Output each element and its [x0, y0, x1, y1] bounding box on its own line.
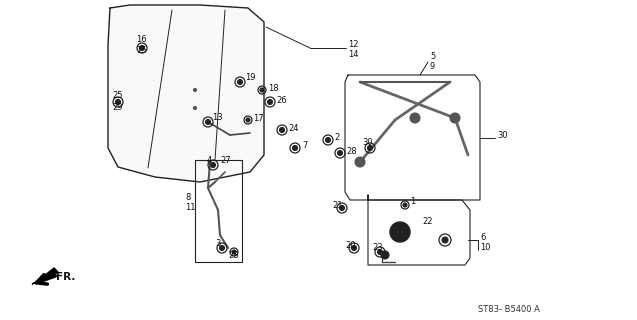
Text: 8: 8: [185, 193, 190, 202]
Text: ST83- B5400 A: ST83- B5400 A: [478, 306, 540, 315]
Circle shape: [268, 100, 273, 105]
Text: 30: 30: [362, 138, 373, 147]
Polygon shape: [32, 268, 58, 284]
Text: 17: 17: [253, 114, 264, 123]
Text: 28: 28: [228, 251, 239, 260]
Circle shape: [368, 146, 373, 150]
Text: 27: 27: [220, 156, 231, 164]
Text: 14: 14: [348, 50, 359, 59]
Text: 3: 3: [215, 238, 220, 247]
Text: 5: 5: [430, 52, 435, 60]
Circle shape: [410, 113, 420, 123]
Circle shape: [115, 100, 120, 105]
Text: 19: 19: [245, 73, 255, 82]
Text: 10: 10: [480, 244, 490, 252]
Circle shape: [390, 222, 410, 242]
Circle shape: [381, 251, 389, 259]
Text: 6: 6: [480, 233, 485, 242]
Circle shape: [232, 250, 236, 254]
Circle shape: [292, 146, 297, 150]
Text: 20: 20: [345, 241, 355, 250]
Text: 26: 26: [276, 95, 287, 105]
Text: FR.: FR.: [56, 272, 75, 282]
Circle shape: [326, 138, 331, 142]
Circle shape: [442, 237, 448, 243]
Text: 4: 4: [207, 156, 212, 164]
Circle shape: [338, 150, 343, 156]
Circle shape: [210, 163, 215, 167]
Text: 28: 28: [346, 147, 357, 156]
Text: 23: 23: [372, 244, 383, 252]
Text: 13: 13: [212, 113, 222, 122]
Text: 30: 30: [497, 131, 508, 140]
Circle shape: [352, 245, 357, 251]
Circle shape: [206, 119, 210, 124]
Text: 1: 1: [410, 197, 415, 206]
Text: 12: 12: [348, 39, 359, 49]
Text: 9: 9: [430, 61, 435, 70]
Polygon shape: [108, 5, 264, 182]
Text: 18: 18: [268, 84, 278, 92]
Text: 25: 25: [112, 91, 122, 100]
Circle shape: [280, 127, 285, 132]
Circle shape: [260, 88, 264, 92]
Text: 7: 7: [302, 140, 308, 149]
Circle shape: [194, 89, 196, 92]
Text: 24: 24: [288, 124, 299, 132]
Text: 15: 15: [136, 45, 147, 54]
Text: 16: 16: [136, 35, 147, 44]
Circle shape: [140, 45, 145, 51]
Circle shape: [340, 205, 345, 211]
Text: 22: 22: [422, 218, 433, 227]
Circle shape: [220, 245, 224, 251]
Text: 21: 21: [332, 201, 343, 210]
Text: 2: 2: [334, 132, 340, 141]
Circle shape: [194, 107, 196, 109]
Circle shape: [403, 203, 407, 207]
Circle shape: [355, 157, 365, 167]
Text: 29: 29: [112, 102, 122, 111]
Circle shape: [246, 118, 250, 122]
Circle shape: [450, 113, 460, 123]
Circle shape: [238, 79, 243, 84]
Circle shape: [378, 250, 382, 254]
Text: 11: 11: [185, 204, 196, 212]
